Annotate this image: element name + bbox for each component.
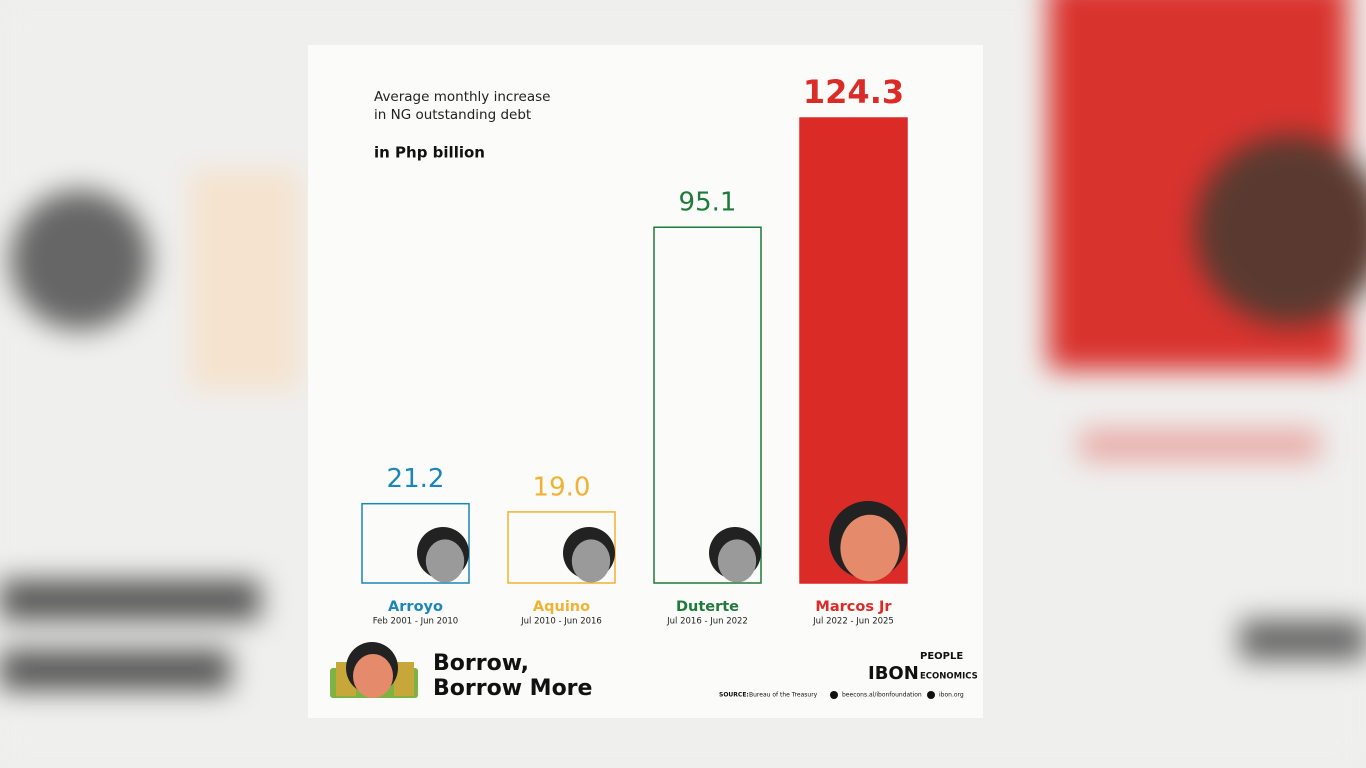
- source-label: SOURCE:: [719, 692, 749, 699]
- icon: [830, 691, 838, 699]
- value-label: 19.0: [533, 472, 591, 502]
- bar: [653, 226, 762, 584]
- logo: ECONOMICS: [920, 672, 978, 682]
- source: Bureau of the Treasury: [749, 692, 818, 699]
- value-label: 124.3: [803, 73, 904, 111]
- logo: IBON: [868, 663, 919, 684]
- headline: Borrow,: [433, 651, 529, 676]
- value-label: 95.1: [679, 188, 737, 218]
- period-label: Feb 2001 - Jun 2010: [373, 617, 458, 627]
- link: beecons.al/ibonfoundation: [842, 692, 922, 699]
- bars: 21.2 Arroyo Feb 2001 - Jun 2010 19.0 Aquino J…: [361, 73, 908, 627]
- headline: Borrow More: [433, 676, 592, 701]
- bar: [361, 502, 470, 584]
- period-label: Jul 2010 - Jun 2016: [520, 617, 602, 627]
- period-label: Jul 2016 - Jun 2022: [666, 617, 748, 627]
- category-label: Arroyo: [388, 599, 443, 615]
- face: [425, 539, 465, 583]
- link: ibon.org: [939, 692, 964, 699]
- category-label: Aquino: [533, 599, 590, 615]
- chart-subtitle: in Php billion: [374, 144, 485, 162]
- chart-title: Average monthly increase: [374, 89, 550, 105]
- chart-title: in NG outstanding debt: [374, 107, 531, 123]
- bar: [507, 511, 616, 584]
- face: [571, 539, 611, 583]
- period-label: Jul 2022 - Jun 2025: [812, 617, 894, 627]
- icon: [927, 691, 935, 699]
- face: [717, 539, 757, 583]
- category-label: Duterte: [676, 599, 739, 615]
- face: [840, 514, 900, 582]
- value-label: 21.2: [387, 464, 445, 494]
- logo: PEOPLE: [920, 651, 963, 662]
- category-label: Marcos Jr: [815, 599, 892, 615]
- footer-mascot: [330, 642, 418, 698]
